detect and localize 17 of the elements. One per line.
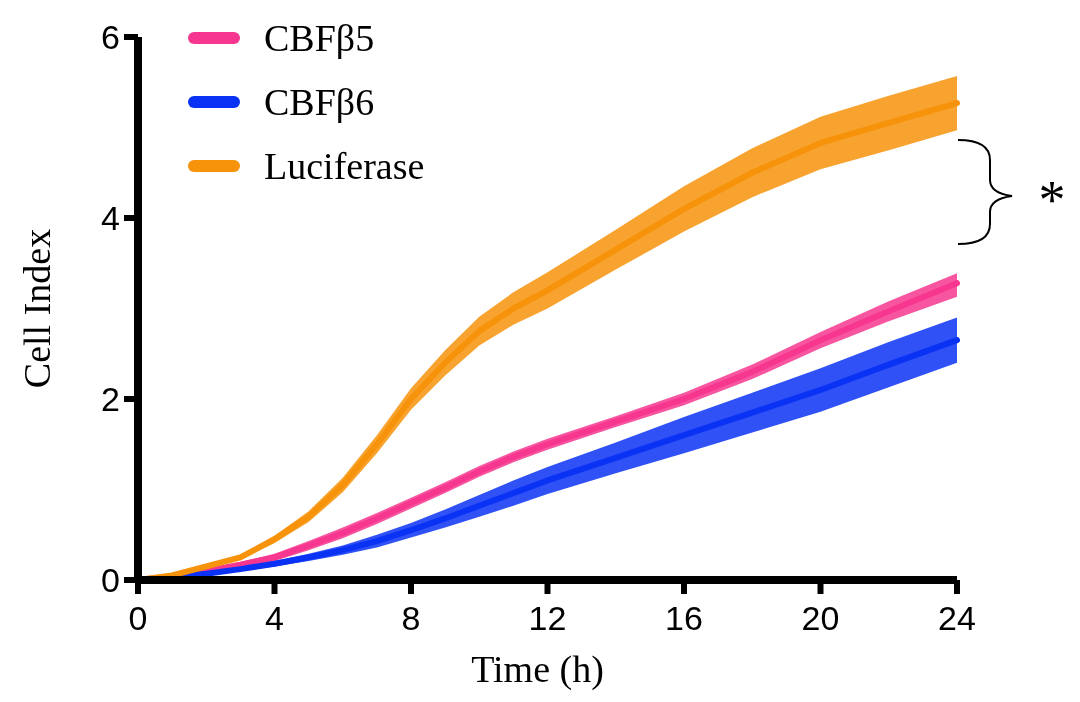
x-tick-label: 20 [801,599,840,637]
y-tick-label: 6 [101,17,120,56]
x-tick-label: 12 [528,599,567,637]
y-tick-label: 0 [101,560,120,599]
x-tick-label: 8 [401,599,421,637]
legend-label: CBFβ5 [264,17,375,60]
y-axis-title: Cell Index [16,228,58,389]
text: * [1038,170,1066,230]
x-tick-label: 0 [128,599,148,637]
y-tick-label: 2 [101,379,120,418]
x-tick-label: 24 [938,599,976,637]
x-axis-title: Time (h) [471,648,604,691]
legend-label: CBFβ6 [264,81,375,124]
x-tick-label: 4 [265,599,284,637]
x-tick-label: 16 [665,599,703,637]
y-tick-label: 4 [101,198,120,237]
legend-label: Luciferase [264,145,425,188]
